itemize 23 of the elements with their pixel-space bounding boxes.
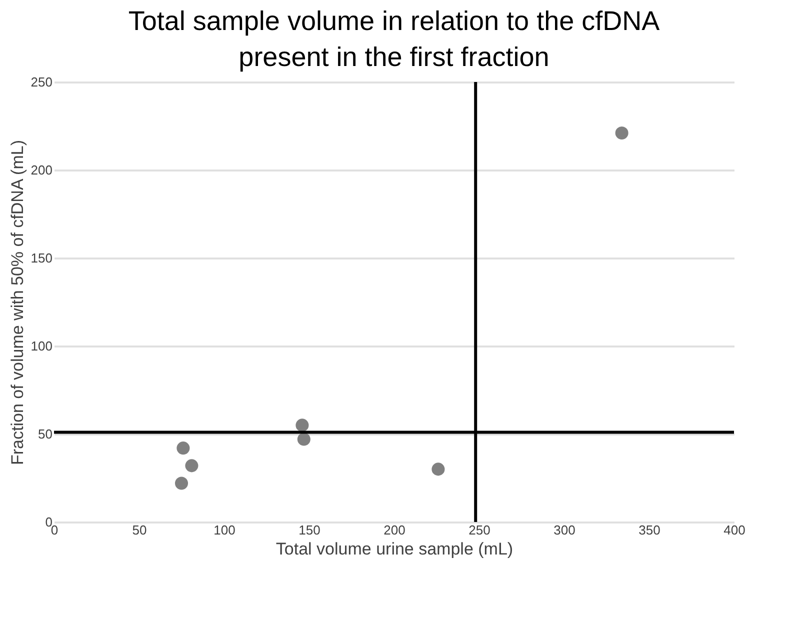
point (176, 442, 190, 455)
point (615, 126, 628, 140)
point (296, 418, 309, 432)
y-tick-label: 100 (30, 338, 52, 354)
y-tick-label: 200 (30, 162, 52, 178)
y-axis-title: Fraction of volume with 50% of cfDNA (mL) (8, 140, 27, 466)
x-tick-label: 100 (214, 522, 236, 538)
y-tick-label: 250 (30, 74, 52, 90)
x-tick-label: 200 (384, 522, 406, 538)
x-axis-title: Total volume urine sample (mL) (276, 540, 514, 558)
chart-title: Total sample volume in relation to the cfDNA present in the first fraction (128, 6, 660, 72)
point (432, 462, 445, 476)
x-tick-label: 350 (638, 522, 660, 538)
point (297, 432, 310, 446)
x-tick-label: 400 (724, 522, 746, 538)
y-tick-label: 150 (30, 250, 52, 266)
x-tick-label: 250 (468, 522, 490, 538)
point (185, 459, 198, 472)
x-tick-label: 150 (298, 522, 320, 538)
y-tick-label: 50 (38, 426, 52, 442)
x-tick-label: 300 (554, 522, 576, 538)
x-tick-label: 50 (132, 522, 147, 538)
point (174, 476, 188, 490)
